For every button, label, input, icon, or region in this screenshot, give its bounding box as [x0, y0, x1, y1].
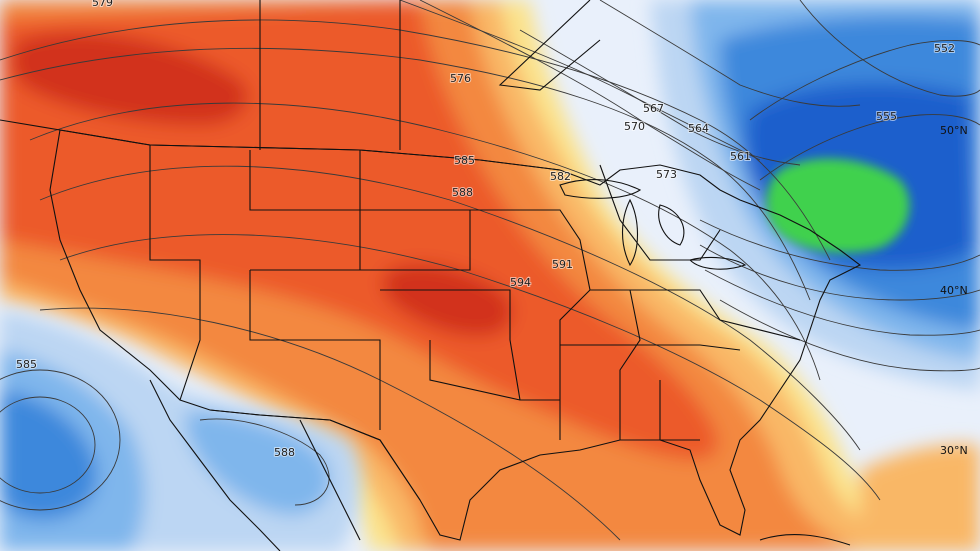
mexico-coast	[299, 419, 361, 541]
extreme-negative-region	[766, 158, 910, 253]
state-line	[599, 164, 721, 261]
contour-label: 570	[624, 120, 645, 133]
contour-label: 573	[656, 168, 677, 181]
strong-positive-region-north	[11, 32, 248, 126]
gulf-positive-region	[414, 446, 718, 551]
contour-closed-low	[0, 396, 96, 494]
lake-michigan	[622, 198, 638, 267]
contour-line	[704, 269, 980, 336]
state-line	[249, 270, 381, 430]
contour-label: 552	[934, 42, 955, 55]
latitude-label-50n: 50°N	[940, 124, 968, 137]
lake-erie	[688, 256, 747, 270]
latitude-label-30n: 30°N	[940, 444, 968, 457]
contour-line	[699, 219, 980, 271]
caribbean-islands	[759, 534, 851, 546]
contour-line	[699, 244, 980, 301]
contour-line	[719, 299, 980, 372]
contour-labels: 579 576 570 567 564 561 585 588 582 591 …	[15, 0, 956, 460]
contour-label: 585	[454, 154, 475, 167]
state-line	[659, 380, 700, 441]
contour-label: 585	[16, 358, 37, 371]
contour-line	[749, 40, 980, 121]
atlantic-positive-region	[860, 443, 980, 551]
canada-border	[0, 119, 561, 171]
contour-label: 561	[730, 150, 751, 163]
contour-label: 591	[552, 258, 573, 271]
sw-negative	[0, 390, 98, 520]
state-line	[380, 289, 521, 401]
contour-line	[29, 102, 821, 381]
mexico-border	[209, 409, 421, 501]
strong-positive-region	[382, 263, 513, 336]
contour-label: 588	[452, 186, 473, 199]
state-line	[149, 145, 201, 401]
contour-label: 567	[643, 102, 664, 115]
baja-coast	[149, 379, 281, 551]
contour-label: 594	[510, 276, 531, 289]
contour-line	[519, 29, 801, 166]
contour-label: 576	[450, 72, 471, 85]
political-borders	[0, 0, 862, 551]
state-line	[429, 340, 560, 401]
state-line	[470, 209, 591, 440]
contour-line	[759, 114, 980, 181]
contour-closed-low	[0, 369, 121, 511]
state-line	[630, 289, 801, 341]
state-line	[590, 289, 641, 440]
baja-weak-negative	[185, 410, 331, 515]
contour-line	[199, 418, 330, 506]
contour-line	[799, 0, 980, 97]
contour-line	[0, 47, 811, 301]
lake-huron	[658, 204, 685, 246]
contour-line	[599, 0, 861, 107]
contour-label: 588	[274, 446, 295, 459]
contour-label: 564	[688, 122, 709, 135]
contour-line	[39, 165, 861, 451]
contour-label: 582	[550, 170, 571, 183]
contour-line	[399, 0, 761, 161]
state-line	[560, 344, 741, 351]
latitude-labels: 50°N 40°N 30°N	[940, 124, 968, 457]
latitude-label-40n: 40°N	[940, 284, 968, 297]
contour-line	[59, 234, 881, 501]
contour-label: 579	[92, 0, 113, 9]
contour-label: 555	[876, 110, 897, 123]
lake-superior	[559, 179, 642, 199]
canada-province-line	[498, 0, 601, 91]
contour-line	[0, 19, 831, 261]
